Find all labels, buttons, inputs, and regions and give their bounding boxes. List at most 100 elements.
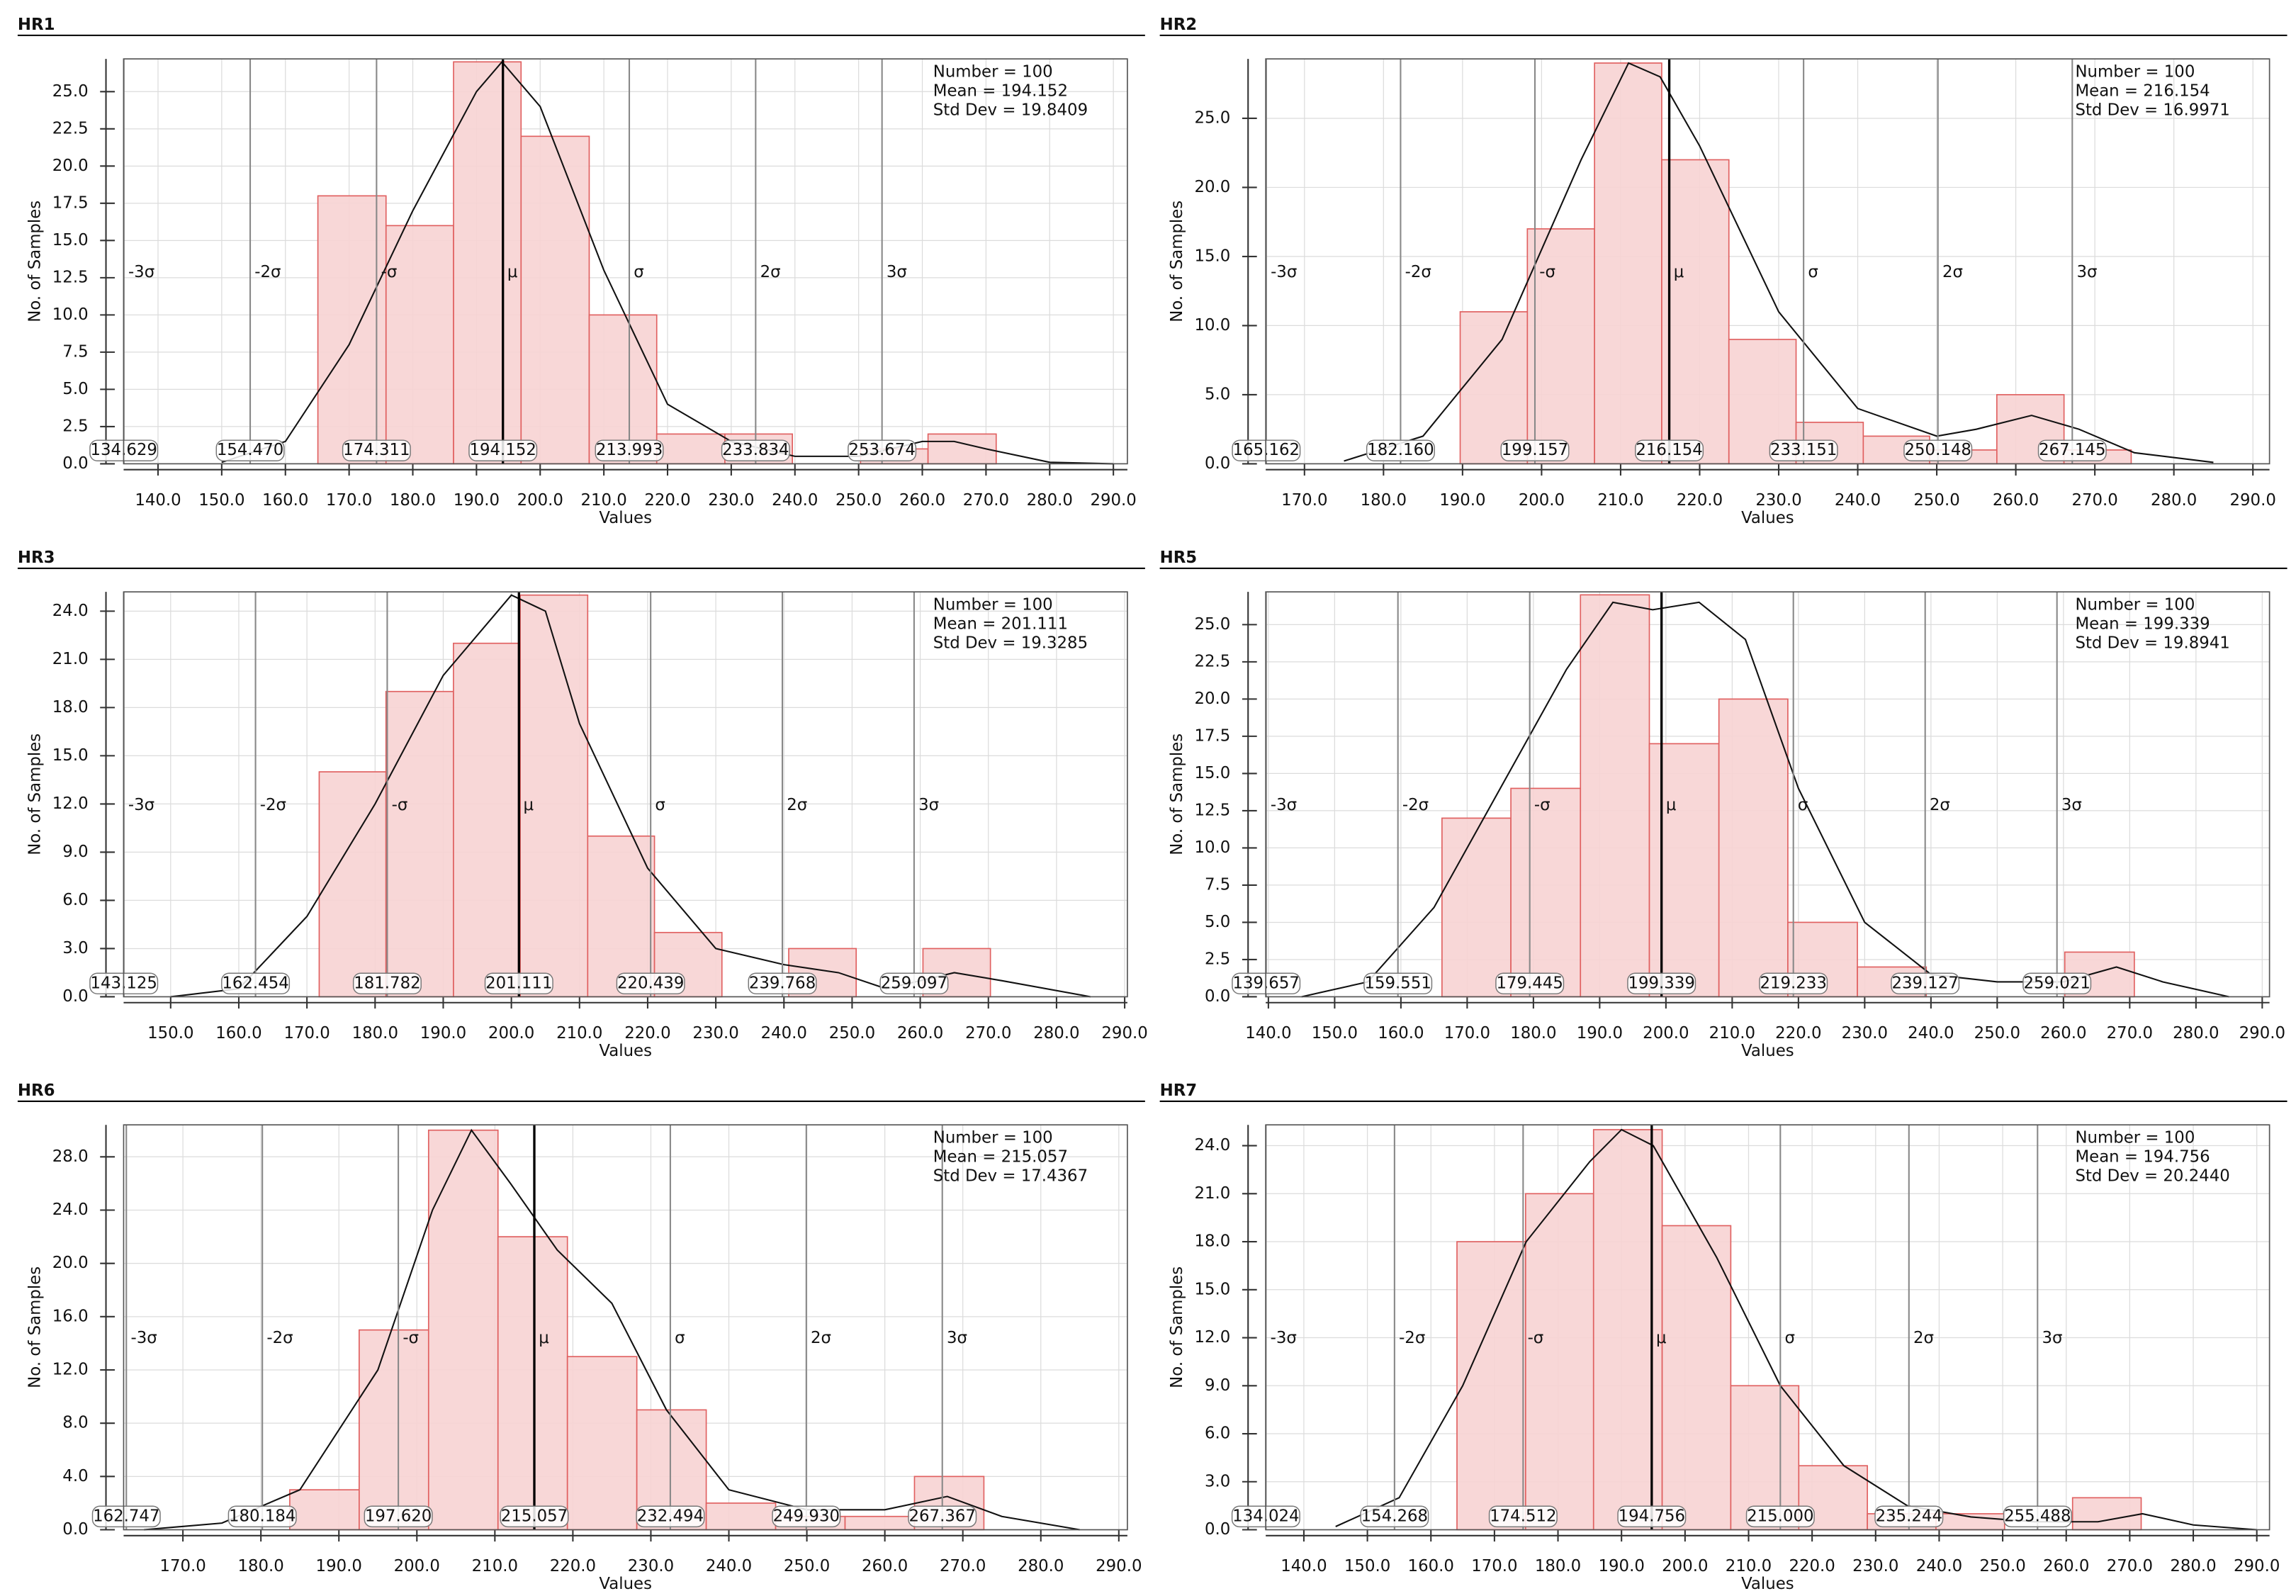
sigma-name: 2σ bbox=[787, 796, 807, 814]
x-tick-label: 250.0 bbox=[784, 1557, 830, 1575]
stats-line: Number = 100 bbox=[2075, 62, 2195, 81]
sigma-value-box bbox=[772, 1505, 841, 1528]
histogram-bar bbox=[1526, 228, 1595, 465]
x-tick-label: 240.0 bbox=[1916, 1557, 1962, 1575]
x-tick-label: 180.0 bbox=[1510, 1024, 1556, 1043]
x-tick-label: 150.0 bbox=[1344, 1557, 1390, 1575]
sigma-value-label: 182.160 bbox=[1367, 441, 1434, 459]
y-tick-label: 0.0 bbox=[62, 987, 88, 1006]
stats-line: Std Dev = 19.3285 bbox=[933, 634, 1088, 652]
y-tick-label: 0.0 bbox=[1205, 1520, 1230, 1539]
sigma-value-box bbox=[2003, 1505, 2072, 1528]
x-tick-label: 280.0 bbox=[2170, 1557, 2216, 1575]
y-tick-label: 10.0 bbox=[1194, 838, 1230, 857]
sigma-value-label: 174.311 bbox=[343, 441, 410, 459]
stats-line: Number = 100 bbox=[933, 1128, 1053, 1147]
sigma-value-box bbox=[616, 972, 685, 995]
sigma-value-label: 233.151 bbox=[1770, 441, 1837, 459]
y-tick-label: 0.0 bbox=[1205, 987, 1230, 1006]
sigma-value-label: 239.127 bbox=[1891, 974, 1958, 992]
x-tick-label: 180.0 bbox=[1361, 491, 1407, 510]
x-tick-label: 290.0 bbox=[1090, 491, 1136, 510]
sigma-value-box bbox=[1627, 972, 1696, 995]
sigma-value-box bbox=[879, 972, 949, 995]
sigma-value-label: 233.834 bbox=[722, 441, 789, 459]
x-tick-label: 210.0 bbox=[472, 1557, 518, 1575]
x-tick-label: 200.0 bbox=[517, 491, 563, 510]
y-tick-label: 9.0 bbox=[62, 843, 88, 861]
sigma-value-box bbox=[595, 439, 664, 461]
y-tick-label: 20.0 bbox=[52, 1254, 89, 1272]
x-tick-label: 150.0 bbox=[147, 1024, 193, 1043]
stats-line: Number = 100 bbox=[933, 595, 1053, 614]
sigma-value-box bbox=[352, 972, 422, 995]
x-tick-label: 280.0 bbox=[2173, 1024, 2219, 1043]
sigma-value-label: 267.145 bbox=[2039, 441, 2105, 459]
histogram-bar bbox=[1648, 743, 1720, 998]
x-tick-label: 280.0 bbox=[1018, 1557, 1064, 1575]
x-tick-label: 280.0 bbox=[1033, 1024, 1079, 1043]
y-tick-label: 5.0 bbox=[1205, 913, 1230, 931]
sigma-value-label: 159.551 bbox=[1364, 974, 1431, 992]
histogram-bar bbox=[427, 1129, 499, 1531]
x-tick-label: 200.0 bbox=[1643, 1024, 1689, 1043]
x-tick-label: 170.0 bbox=[1281, 491, 1327, 510]
sigma-value-label: 249.930 bbox=[773, 1507, 840, 1525]
stats-line: Mean = 194.756 bbox=[2075, 1147, 2210, 1166]
panel-title: HR1 bbox=[18, 16, 55, 34]
sigma-name: -3σ bbox=[1271, 263, 1297, 281]
x-tick-label: 270.0 bbox=[963, 491, 1009, 510]
sigma-name: σ bbox=[1798, 796, 1808, 814]
sigma-name: -3σ bbox=[128, 263, 154, 281]
y-tick-label: 24.0 bbox=[52, 1201, 89, 1219]
x-tick-label: 230.0 bbox=[628, 1557, 674, 1575]
x-tick-label: 220.0 bbox=[1775, 1024, 1821, 1043]
histogram-bar bbox=[1456, 1241, 1526, 1531]
y-tick-label: 7.5 bbox=[62, 342, 88, 361]
sigma-value-label: 194.756 bbox=[1619, 1507, 1685, 1525]
x-tick-label: 250.0 bbox=[1979, 1557, 2025, 1575]
sigma-value-box bbox=[1617, 1505, 1687, 1528]
sigma-name: -3σ bbox=[1271, 796, 1297, 814]
sigma-value-box bbox=[1366, 439, 1435, 461]
stats-line: Number = 100 bbox=[933, 62, 1053, 81]
y-tick-label: 0.0 bbox=[62, 1520, 88, 1539]
sigma-name: 3σ bbox=[947, 1329, 967, 1347]
sigma-value-label: 250.148 bbox=[1905, 441, 1971, 459]
sigma-name: 2σ bbox=[811, 1329, 831, 1347]
sigma-value-label: 174.512 bbox=[1490, 1507, 1556, 1525]
stats-line: Mean = 199.339 bbox=[2075, 614, 2210, 633]
sigma-name: -2σ bbox=[1405, 263, 1431, 281]
x-tick-label: 180.0 bbox=[390, 491, 436, 510]
x-tick-label: 220.0 bbox=[624, 1024, 670, 1043]
histogram-bar bbox=[566, 1356, 638, 1531]
histogram-bar bbox=[1594, 62, 1662, 465]
y-tick-label: 0.0 bbox=[1205, 454, 1230, 473]
sigma-value-box bbox=[468, 439, 538, 461]
y-axis-label: No. of Samples bbox=[26, 201, 44, 322]
stats-line: Mean = 194.152 bbox=[933, 82, 1068, 100]
y-tick-label: 25.0 bbox=[52, 82, 89, 101]
sigma-value-box bbox=[1495, 972, 1565, 995]
sigma-value-label: 239.768 bbox=[749, 974, 816, 992]
histogram-bar bbox=[385, 690, 454, 998]
y-axis-label: No. of Samples bbox=[1168, 734, 1186, 855]
x-tick-label: 160.0 bbox=[262, 491, 308, 510]
histogram-bar bbox=[705, 1502, 777, 1531]
sigma-name: σ bbox=[634, 263, 643, 281]
sigma-value-box bbox=[1769, 439, 1838, 461]
sigma-value-box bbox=[1360, 1505, 1429, 1528]
sigma-value-box bbox=[2022, 972, 2092, 995]
x-tick-label: 250.0 bbox=[829, 1024, 875, 1043]
plot-frame bbox=[1265, 1124, 2270, 1531]
y-tick-label: 6.0 bbox=[1205, 1424, 1230, 1443]
x-tick-label: 270.0 bbox=[2107, 1557, 2153, 1575]
sigma-name: 2σ bbox=[760, 263, 781, 281]
stats-line: Mean = 201.111 bbox=[933, 614, 1068, 633]
x-tick-label: 270.0 bbox=[965, 1024, 1011, 1043]
y-tick-label: 18.0 bbox=[52, 698, 89, 716]
y-axis-label: No. of Samples bbox=[1168, 1266, 1186, 1388]
sigma-value-label: 235.244 bbox=[1876, 1507, 1942, 1525]
sigma-value-box bbox=[2037, 439, 2107, 461]
